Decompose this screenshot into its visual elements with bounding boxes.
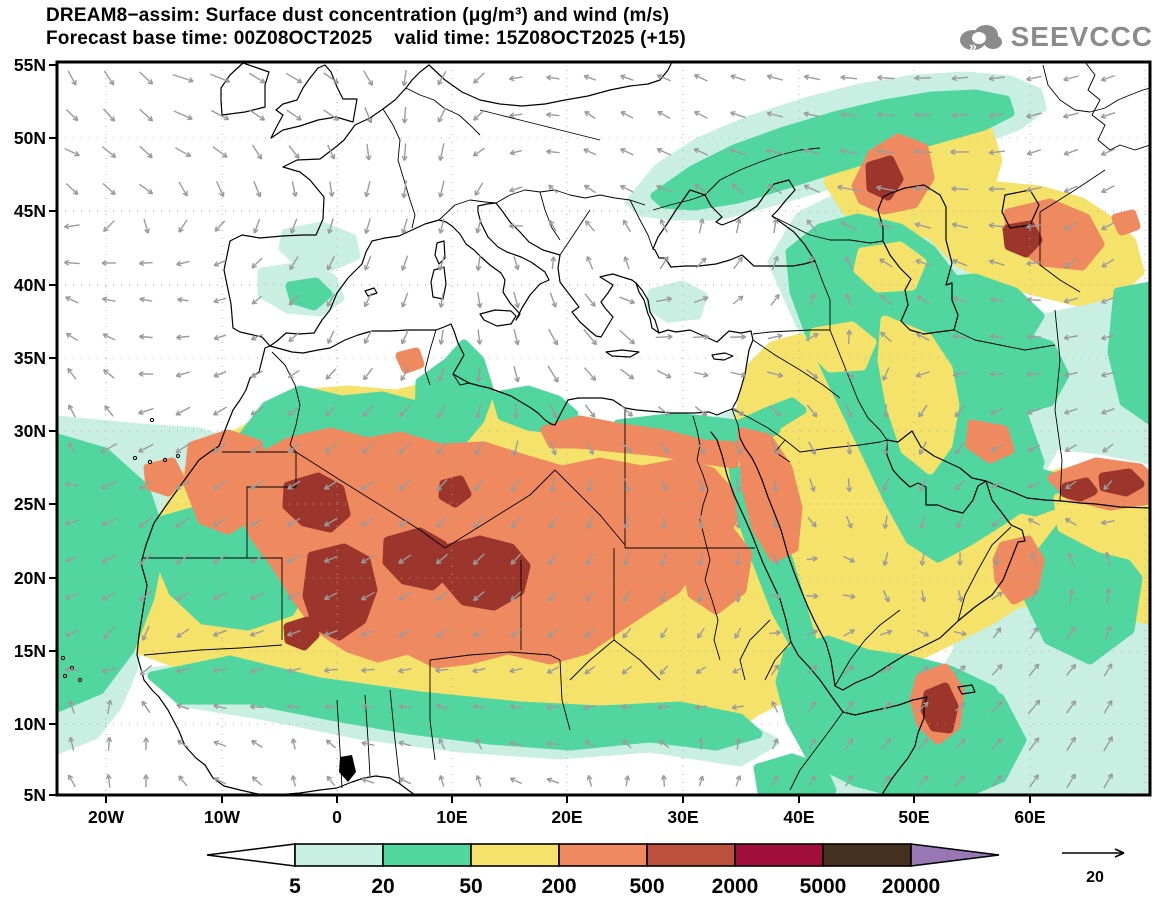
lat-label: 45N: [14, 201, 46, 221]
lon-label: 0: [332, 807, 342, 827]
colorbar-cell: [470, 843, 560, 867]
lon-label: 50E: [898, 807, 929, 827]
colorbar-cell: [822, 843, 912, 867]
seevccc-logo: » SEEVCCC: [953, 18, 1153, 56]
colorbar-label: 2000: [712, 875, 759, 898]
colorbar-label: 20: [371, 875, 394, 898]
colorbar-cell: [294, 843, 384, 867]
lat-label: 55N: [14, 55, 46, 75]
logo-text: SEEVCCC: [1010, 21, 1153, 52]
dust-layer-dark: [282, 155, 1145, 734]
wind-arrows: [63, 69, 1116, 789]
lon-label: 30E: [667, 807, 698, 827]
colorbar-label: 5: [289, 875, 301, 898]
lat-label: 20N: [14, 568, 46, 588]
map-frame: [55, 60, 1152, 797]
lat-label: 30N: [14, 421, 46, 441]
country-borders: [143, 62, 1150, 791]
colorbar-label: 20000: [882, 875, 940, 898]
title-block: DREAM8−assim: Surface dust concentration…: [46, 4, 686, 50]
wind-legend-value: 20: [1086, 869, 1104, 886]
colorbar-cell: [646, 843, 736, 867]
lon-label: 40E: [783, 807, 814, 827]
lat-label: 35N: [14, 348, 46, 368]
colorbar: 5 20 50 200 500 2000 5000 20000: [206, 843, 1000, 898]
lon-label: 60E: [1014, 807, 1045, 827]
colorbar-cell: [734, 843, 824, 867]
lon-label: 20E: [551, 807, 582, 827]
lat-label: 25N: [14, 494, 46, 514]
map-title-line-1: DREAM8−assim: Surface dust concentration…: [46, 5, 670, 26]
colorbar-label: 50: [459, 875, 482, 898]
cloud-icon: »: [959, 25, 1002, 54]
lon-label: 20W: [88, 807, 124, 827]
colorbar-label: 200: [541, 875, 576, 898]
colorbar-right-arrow: [910, 843, 1000, 867]
map-area: [57, 62, 1150, 795]
wind-legend: 20: [1062, 848, 1125, 886]
svg-text:»: »: [969, 38, 977, 54]
lat-label: 10N: [14, 714, 46, 734]
lat-label: 15N: [14, 641, 46, 661]
lat-label: 40N: [14, 275, 46, 295]
axis-labels: 55N 50N 45N 40N 35N 30N 25N 20N 15N 10N 5N 20W 10W 0 1…: [14, 55, 1046, 827]
colorbar-label: 5000: [800, 875, 847, 898]
map-title-line-2: Forecast base time: 00Z08OCT2025 valid t…: [46, 28, 686, 49]
lon-label: 10E: [436, 807, 467, 827]
lon-label: 10W: [204, 807, 240, 827]
lat-label: 50N: [14, 128, 46, 148]
colorbar-cell: [382, 843, 472, 867]
lat-label: 5N: [24, 785, 46, 805]
colorbar-cell: [558, 843, 648, 867]
coastlines: [60, 62, 1150, 795]
colorbar-left-arrow: [206, 843, 296, 867]
colorbar-label: 500: [629, 875, 664, 898]
